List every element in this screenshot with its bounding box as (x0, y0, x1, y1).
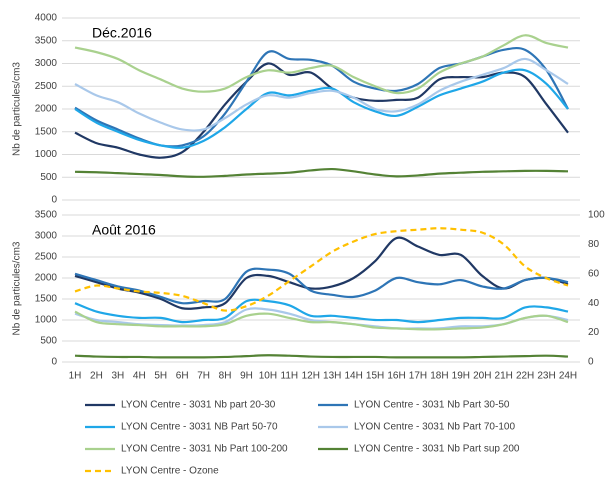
x-tick-label: 11H (281, 371, 299, 382)
y-axis-label: Nb de particules/cm3 (12, 241, 23, 335)
y-tick-label: 1000 (35, 149, 58, 160)
x-tick-label: 6H (176, 371, 189, 382)
y-axis-label: Nb de particules/cm3 (12, 62, 23, 156)
y-tick-label: 1500 (35, 294, 58, 305)
y-tick-label: 3000 (35, 58, 58, 69)
series-line (74, 354, 569, 359)
series-line (74, 62, 569, 159)
y-tick-label: 1500 (35, 126, 58, 137)
x-tick-label: 19H (452, 371, 470, 382)
x-tick-label: 5H (154, 371, 167, 382)
legend-label: LYON Centre - 3031 Nb Part 100-200 (121, 444, 288, 455)
x-tick-label: 10H (259, 371, 277, 382)
y-tick-label: 2000 (35, 104, 58, 115)
legend-label: LYON Centre - 3031 NB Part 50-70 (121, 422, 278, 433)
series-line (74, 298, 569, 324)
series-line (74, 236, 569, 310)
series-line (74, 310, 569, 331)
y-tick-label: 2500 (35, 81, 58, 92)
x-tick-label: 1H (69, 371, 82, 382)
x-tick-label: 13H (323, 371, 341, 382)
chart-title: Août 2016 (92, 222, 156, 238)
y-tick-label: 1000 (35, 315, 58, 326)
x-tick-label: 7H (197, 371, 210, 382)
y2-tick-label: 80 (588, 239, 600, 250)
x-tick-label: 22H (516, 371, 534, 382)
x-tick-label: 2H (90, 371, 103, 382)
series-line (74, 267, 569, 305)
y2-tick-label: 60 (588, 268, 600, 279)
x-tick-label: 17H (409, 371, 427, 382)
x-tick-label: 14H (344, 371, 362, 382)
y-tick-label: 2000 (35, 273, 58, 284)
y-tick-label: 2500 (35, 252, 58, 263)
y-tick-label: 500 (40, 336, 57, 347)
series-line (74, 227, 569, 312)
series-line (74, 167, 569, 178)
y-tick-label: 3500 (35, 210, 58, 221)
y-tick-label: 0 (51, 195, 57, 206)
legend-label: LYON Centre - Ozone (121, 466, 219, 477)
y-tick-label: 3500 (35, 35, 58, 46)
x-tick-label: 4H (133, 371, 146, 382)
x-tick-label: 20H (473, 371, 491, 382)
x-tick-label: 21H (495, 371, 513, 382)
x-tick-label: 23H (537, 371, 555, 382)
x-tick-label: 8H (219, 371, 232, 382)
x-tick-label: 15H (366, 371, 384, 382)
y2-tick-label: 0 (588, 357, 594, 368)
chart-title: Déc.2016 (92, 25, 152, 41)
y2-tick-label: 100 (588, 210, 605, 221)
legend-label: LYON Centre - 3031 Nb Part sup 200 (354, 444, 520, 455)
y2-tick-label: 20 (588, 327, 600, 338)
x-tick-label: 24H (559, 371, 577, 382)
x-tick-label: 16H (387, 371, 405, 382)
y-tick-label: 500 (40, 172, 57, 183)
series-line (74, 57, 569, 132)
x-tick-label: 3H (111, 371, 124, 382)
series-line (74, 34, 569, 95)
legend-label: LYON Centre - 3031 Nb Part 70-100 (354, 422, 515, 433)
series-line (74, 68, 569, 149)
y-tick-label: 3000 (35, 231, 58, 242)
x-tick-label: 18H (430, 371, 448, 382)
y-tick-label: 4000 (35, 13, 58, 24)
legend-label: LYON Centre - 3031 Nb Part 30-50 (354, 400, 510, 411)
legend-label: LYON Centre - 3031 Nb part 20-30 (121, 400, 276, 411)
x-tick-label: 9H (240, 371, 253, 382)
x-tick-label: 12H (302, 371, 320, 382)
y-tick-label: 0 (51, 357, 57, 368)
y2-tick-label: 40 (588, 298, 600, 309)
